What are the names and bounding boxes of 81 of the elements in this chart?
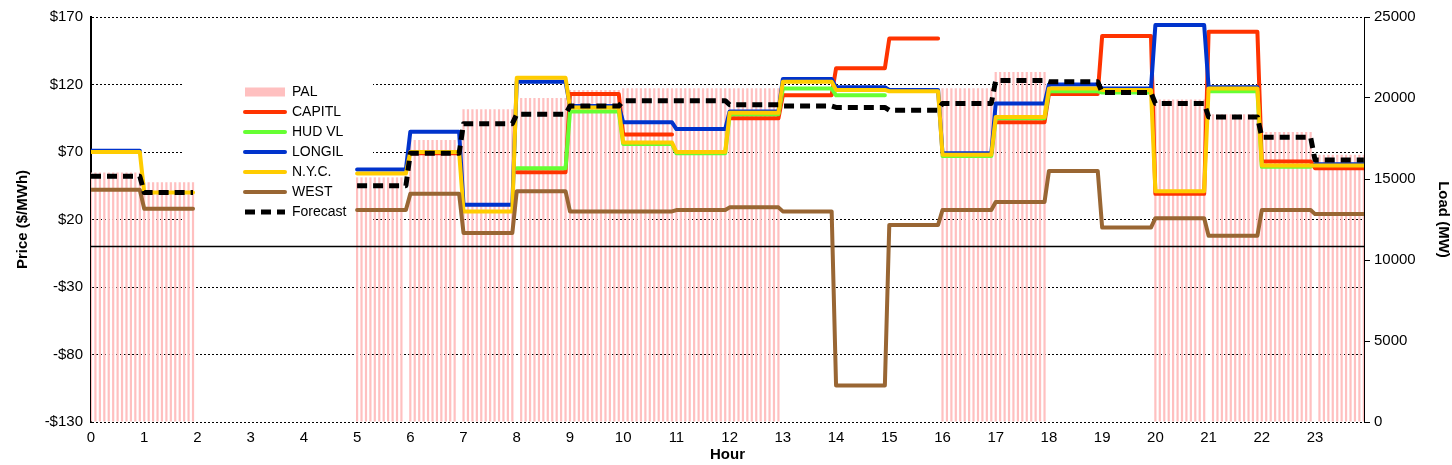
legend-label: Forecast — [292, 202, 347, 219]
x-tick-label: 19 — [1093, 428, 1111, 446]
bar — [604, 89, 607, 422]
y2-tick-label: 20000 — [1374, 88, 1416, 106]
bar — [737, 88, 740, 422]
x-tick-label: 4 — [299, 428, 309, 446]
y-tick-label: $170 — [49, 7, 83, 25]
y-tick-label: $120 — [49, 74, 83, 92]
bar — [1318, 154, 1321, 422]
y2-tick-label: 15000 — [1374, 169, 1416, 187]
x-tick-label: 15 — [880, 428, 898, 446]
bar — [1185, 99, 1188, 422]
bar — [369, 177, 372, 422]
x-axis-title: Hour — [710, 445, 746, 463]
x-tick-label: 11 — [668, 428, 685, 446]
bar — [706, 88, 709, 422]
y-tick-label: $20 — [57, 209, 83, 227]
legend-label: HUD VL — [292, 122, 344, 139]
bar — [187, 182, 190, 422]
bar — [471, 109, 474, 422]
bar — [94, 172, 97, 422]
bar — [972, 88, 975, 422]
x-tick-label: 9 — [565, 428, 575, 446]
x-tick-label: 0 — [86, 428, 96, 446]
bar — [768, 88, 771, 422]
x-tick-label: 13 — [774, 428, 792, 446]
x-tick-label: 6 — [406, 428, 415, 446]
y-tick-label: -$80 — [52, 344, 83, 362]
legend-label: PAL — [292, 82, 318, 99]
bar — [391, 177, 394, 422]
x-tick-label: 23 — [1306, 428, 1324, 446]
y2-tick-label: 10000 — [1374, 250, 1416, 268]
x-tick-label: 1 — [140, 428, 149, 446]
x-tick-label: 8 — [512, 428, 521, 446]
x-tick-label: 5 — [352, 428, 362, 446]
x-tick-label: 14 — [827, 428, 845, 446]
bar — [697, 88, 700, 422]
bar — [533, 98, 536, 422]
bar — [777, 88, 780, 422]
y-tick-label: -$130 — [44, 412, 83, 430]
bar — [981, 88, 984, 422]
bar — [1247, 114, 1250, 422]
bar — [595, 89, 598, 422]
x-tick-label: 22 — [1253, 428, 1271, 446]
x-tick-label: 21 — [1200, 428, 1217, 446]
bar — [493, 109, 496, 422]
bar — [1349, 154, 1352, 422]
bar — [675, 88, 678, 422]
x-tick-label: 12 — [721, 428, 738, 446]
bar — [360, 177, 363, 422]
y-tick-label: $70 — [57, 142, 83, 160]
bar — [1012, 72, 1015, 422]
y2-tick-label: 5000 — [1374, 331, 1408, 349]
bar — [431, 140, 434, 422]
y2-tick-label: 25000 — [1374, 7, 1416, 25]
bar — [1278, 132, 1281, 422]
legend-label: N.Y.C. — [292, 162, 332, 179]
bar — [156, 182, 159, 422]
bar — [165, 182, 168, 422]
x-tick-label: 16 — [934, 428, 951, 446]
legend-label: LONGIL — [292, 142, 344, 159]
bar — [666, 88, 669, 422]
bar — [400, 177, 403, 422]
x-tick-label: 20 — [1147, 428, 1164, 446]
legend-label: WEST — [292, 182, 333, 199]
y2-axis-title: Load (MW) — [1435, 181, 1452, 258]
bar — [1287, 132, 1290, 422]
x-tick-label: 10 — [614, 428, 632, 446]
x-tick-label: 2 — [193, 428, 202, 446]
bar — [1176, 99, 1179, 422]
legend-label: CAPITL — [292, 102, 342, 119]
bar — [635, 88, 638, 422]
bar — [502, 109, 505, 422]
x-tick-label: 18 — [1040, 428, 1058, 446]
y-axis-title: Price ($/MWh) — [13, 169, 31, 270]
y2-tick-label: 0 — [1374, 412, 1383, 430]
x-tick-label: 7 — [459, 428, 468, 446]
x-tick-label: 3 — [246, 428, 255, 446]
bar — [125, 172, 128, 422]
y-tick-label: -$30 — [52, 277, 83, 295]
x-tick-label: 17 — [987, 428, 1005, 446]
